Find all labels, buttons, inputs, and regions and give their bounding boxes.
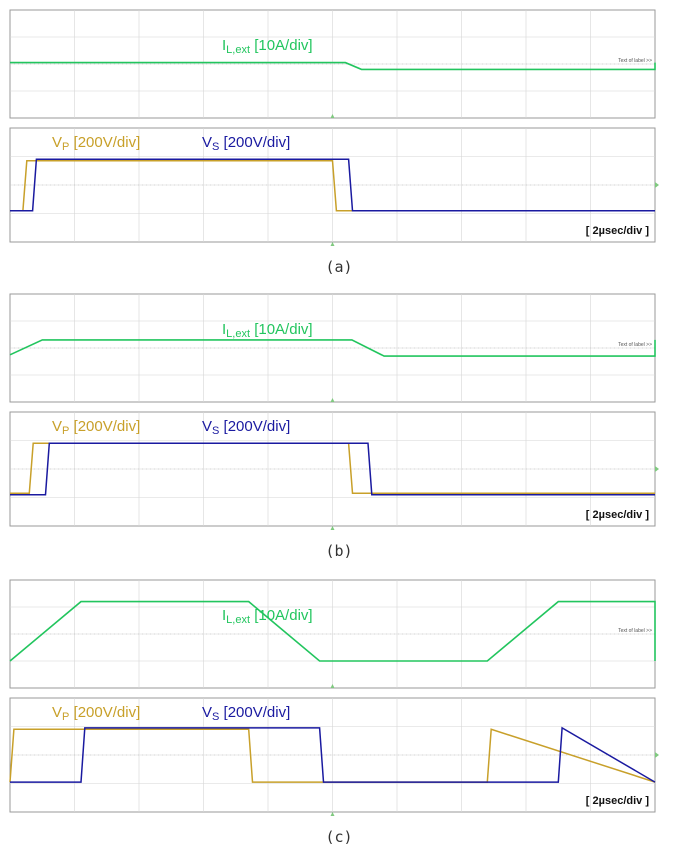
time-per-div-label: [ 2µsec/div ] bbox=[586, 225, 650, 237]
time-per-div-label: [ 2µsec/div ] bbox=[586, 509, 650, 521]
il-label: IL,ext [10A/div] bbox=[222, 321, 313, 340]
current-grid bbox=[9, 293, 656, 403]
vp-label: VP [200V/div] bbox=[52, 418, 140, 437]
vp-label: VP [200V/div] bbox=[52, 704, 140, 723]
il-waveform bbox=[10, 61, 656, 71]
voltage-grid bbox=[9, 697, 656, 813]
text-of-label: Text of label >> bbox=[618, 628, 652, 634]
trigger-marker bbox=[330, 242, 335, 246]
vs-waveform bbox=[10, 726, 656, 783]
scope-screen-c: LeCroyText of label >>IL,ext [10A/div]VP… bbox=[9, 579, 659, 816]
trigger-marker bbox=[330, 526, 335, 530]
figure-c: LeCroyText of label >>IL,ext [10A/div]VP… bbox=[0, 570, 678, 856]
text-of-label: Text of label >> bbox=[618, 342, 652, 348]
vs-waveform bbox=[10, 442, 655, 496]
trigger-marker bbox=[330, 114, 335, 118]
vs-label: VS [200V/div] bbox=[202, 418, 290, 437]
il-waveform bbox=[9, 600, 656, 662]
scope-screen-a: LeCroyText of label >>IL,ext [10A/div]VP… bbox=[9, 9, 659, 246]
il-label: IL,ext [10A/div] bbox=[222, 607, 313, 626]
caption-b: (b) bbox=[325, 542, 353, 560]
vs-label: VS [200V/div] bbox=[202, 134, 290, 153]
il-waveform bbox=[9, 339, 656, 357]
vs-label: VS [200V/div] bbox=[202, 704, 290, 723]
level-marker bbox=[655, 182, 659, 188]
figure-b: LeCroyText of label >>IL,ext [10A/div]VP… bbox=[0, 284, 678, 570]
text-of-label: Text of label >> bbox=[618, 58, 652, 64]
scope-screen-b: LeCroyText of label >>IL,ext [10A/div]VP… bbox=[9, 293, 659, 530]
il-label: IL,ext [10A/div] bbox=[222, 37, 313, 56]
current-grid bbox=[9, 9, 656, 119]
level-marker bbox=[655, 752, 659, 758]
caption-a: (a) bbox=[325, 258, 353, 276]
caption-c: (c) bbox=[325, 828, 353, 846]
trigger-marker bbox=[330, 398, 335, 402]
time-per-div-label: [ 2µsec/div ] bbox=[586, 795, 650, 807]
vp-waveform bbox=[9, 728, 656, 783]
trigger-marker bbox=[330, 684, 335, 688]
vs-waveform bbox=[10, 158, 655, 212]
current-grid bbox=[9, 579, 656, 689]
level-marker bbox=[655, 466, 659, 472]
vp-label: VP [200V/div] bbox=[52, 134, 140, 153]
voltage-grid bbox=[9, 127, 656, 243]
trigger-marker bbox=[330, 812, 335, 816]
voltage-grid bbox=[9, 411, 656, 527]
figure-a: LeCroyText of label >>IL,ext [10A/div]VP… bbox=[0, 0, 678, 286]
